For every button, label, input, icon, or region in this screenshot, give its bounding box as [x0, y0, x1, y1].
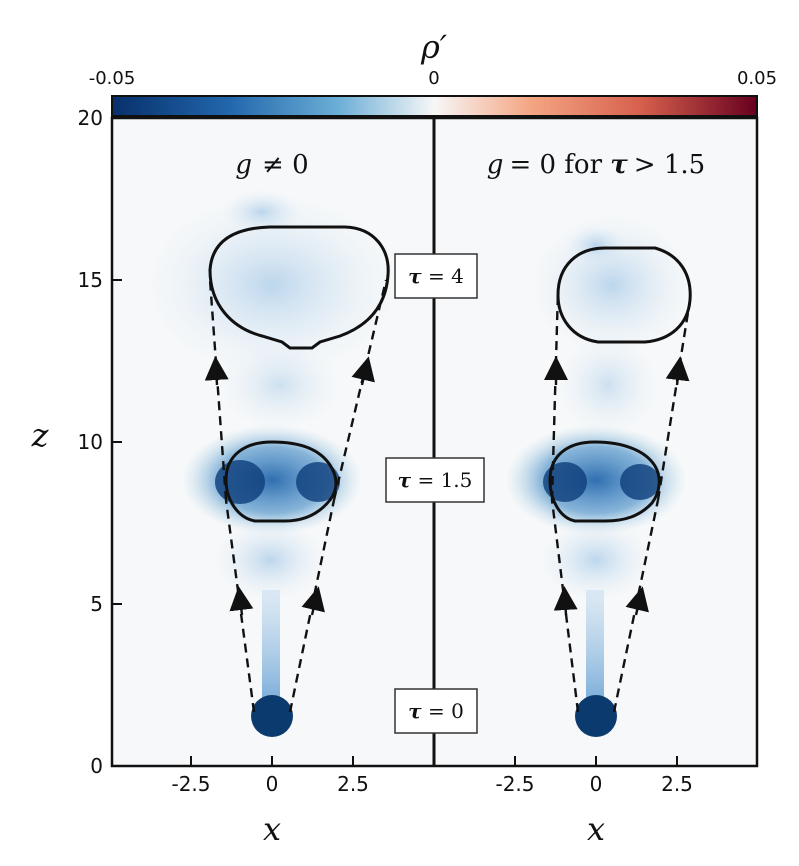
left-x-axis-label: x	[263, 810, 281, 848]
right-initial-bubble	[575, 695, 617, 737]
right-x-tick-0: 0	[590, 772, 603, 796]
left-contour-tau-4	[208, 225, 390, 350]
tau-label-0: τ = 0	[394, 688, 478, 734]
left-x-tick-2.5: 2.5	[337, 772, 369, 796]
tau-label-1.5: τ = 1.5	[385, 457, 485, 503]
tau-label-4: τ = 4	[394, 253, 478, 299]
right-panel-title: g = 0 for τ > 1.5	[487, 150, 705, 180]
colorbar	[111, 95, 758, 117]
y-tick-20: 20	[78, 106, 103, 130]
svg-text:τ = 0: τ = 0	[408, 699, 464, 723]
svg-text:τ = 1.5: τ = 1.5	[398, 468, 473, 492]
right-arrows	[544, 356, 690, 616]
y-tick-0: 0	[90, 754, 103, 778]
y-axis-label: z	[31, 416, 50, 454]
colorbar-max-label: 0.05	[737, 68, 777, 89]
y-axis	[112, 117, 122, 767]
y-tick-15: 15	[78, 268, 103, 292]
x-axis	[190, 756, 678, 766]
svg-text:τ = 4: τ = 4	[408, 264, 464, 288]
left-x-tick-neg2.5: -2.5	[171, 772, 210, 796]
colorbar-label: ρ′	[420, 28, 448, 66]
left-x-tick-0: 0	[266, 772, 279, 796]
right-plume	[506, 215, 692, 737]
right-contour-tau-4	[556, 246, 692, 344]
left-contour-tau-1.5	[224, 440, 338, 523]
left-plume	[147, 190, 397, 737]
left-panel-title: g ≠ 0	[235, 150, 308, 180]
y-tick-5: 5	[90, 592, 103, 616]
colorbar-min-label: -0.05	[89, 68, 136, 89]
right-contour-tau-1.5	[548, 440, 661, 523]
right-x-axis-label: x	[587, 810, 605, 848]
right-x-tick-2.5: 2.5	[661, 772, 693, 796]
y-tick-10: 10	[78, 430, 103, 454]
left-initial-bubble	[251, 695, 293, 737]
colorbar-mid-label: 0	[428, 68, 439, 89]
right-x-tick-neg2.5: -2.5	[495, 772, 534, 796]
left-arrows	[204, 356, 375, 616]
